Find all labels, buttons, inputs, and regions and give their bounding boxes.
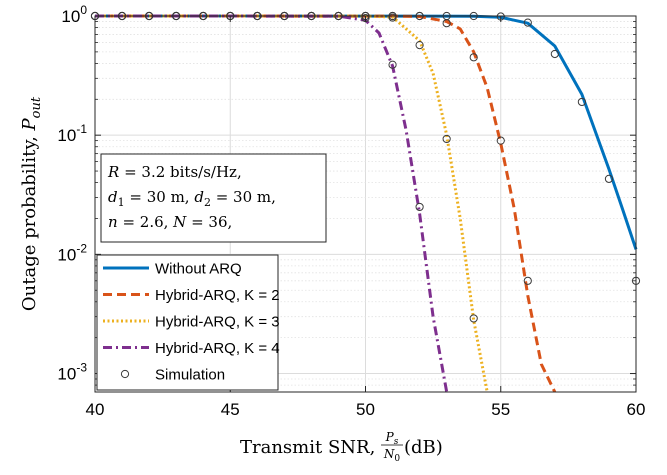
axis-ticks: 40 45 50 55 60 100 10-1 10-2 10-3 <box>57 3 645 419</box>
annotation-line: d1​ = 30 m, d2​ = 30 m, <box>108 188 276 209</box>
simulation-marker <box>496 136 505 145</box>
simulation-marker <box>469 53 478 62</box>
legend-label: Hybrid-ARQ, K = 3 <box>155 314 280 331</box>
y-tick-label: 10-3 <box>57 361 87 384</box>
annotation-box <box>100 153 327 243</box>
simulation-marker <box>550 49 559 59</box>
simulation-marker <box>388 13 397 22</box>
simulation-marker <box>442 19 451 28</box>
series-line <box>94 14 449 393</box>
legend-label: Simulation <box>155 367 225 384</box>
simulation-marker <box>523 18 532 27</box>
x-tick-label: 50 <box>356 400 375 419</box>
simulation-marker <box>415 202 424 212</box>
series-line <box>94 14 557 393</box>
x-tick-label: 55 <box>491 400 510 419</box>
simulation-marker <box>577 97 587 107</box>
simulation-marker <box>388 60 397 69</box>
simulation-marker <box>415 40 424 50</box>
legend-label: Hybrid-ARQ, K = 4 <box>155 340 280 357</box>
x-tick-label: 60 <box>627 400 646 419</box>
x-tick-label: 45 <box>221 400 240 419</box>
parameter-annotation: R = 3.2 bits/s/Hz, d1​ = 30 m, d2​ = 30 m… <box>100 153 327 243</box>
simulation-marker <box>604 174 614 183</box>
y-tick-label: 10-2 <box>57 241 87 264</box>
legend-label: Hybrid-ARQ, K = 2 <box>155 287 280 304</box>
y-tick-label: 100 <box>61 3 87 26</box>
simulation-marker <box>469 314 478 323</box>
y-tick-label: 10-1 <box>57 122 87 145</box>
x-axis-fraction-numerator: Ps <box>385 430 399 447</box>
legend: Without ARQ Hybrid-ARQ, K = 2 Hybrid-ARQ, … <box>96 254 280 391</box>
annotation-line: n = 2.6, N = 36, <box>108 213 232 231</box>
x-axis-label: Transmit SNR, <box>240 437 375 458</box>
annotation-line: R = 3.2 bits/s/Hz, <box>107 163 242 181</box>
legend-marker <box>120 369 130 379</box>
x-axis-label-unit: (dB) <box>404 437 443 458</box>
legend-box <box>96 254 279 391</box>
x-axis-fraction-denominator: N0 <box>383 447 401 464</box>
simulation-marker <box>442 134 451 144</box>
simulation-marker <box>523 276 532 285</box>
legend-label: Without ARQ <box>155 261 242 278</box>
x-tick-label: 40 <box>86 400 105 419</box>
y-axis-label: Outage probability, Pout <box>19 96 44 311</box>
